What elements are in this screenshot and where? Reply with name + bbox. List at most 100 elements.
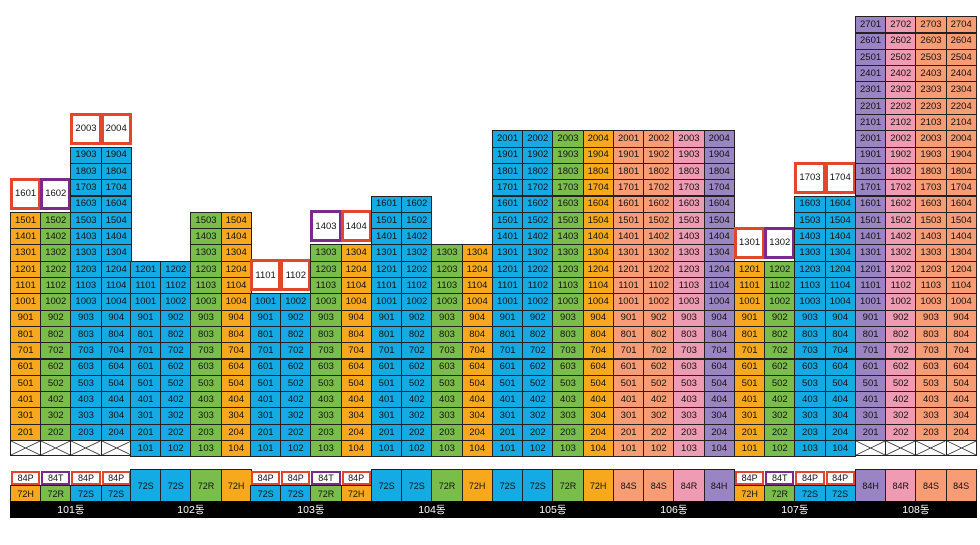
unit-cell: 604: [100, 358, 132, 376]
unit-cell: 2504: [945, 48, 977, 67]
unit-cell: 102: [764, 440, 796, 458]
unit-cell: 1302: [40, 244, 72, 262]
unit-cell: 703: [552, 342, 584, 360]
unit-cell: 1704: [945, 179, 977, 197]
piloti-cell: [885, 440, 917, 456]
unit-cell: 403: [431, 391, 463, 409]
unit-cell: 302: [401, 407, 433, 425]
unit-cell: 201: [855, 423, 887, 441]
unit-cell: 1303: [552, 244, 584, 262]
unit-type-bottom: 84S: [945, 469, 977, 502]
unit-cell: 102: [401, 440, 433, 458]
unit-cell: 1104: [582, 277, 614, 295]
unit-cell: 2602: [885, 32, 917, 50]
penthouse-unit: 1301: [734, 226, 766, 259]
unit-cell: 1902: [643, 146, 675, 164]
unit-cell: 503: [673, 374, 705, 393]
unit-cell: 504: [824, 374, 856, 393]
unit-cell: 402: [764, 391, 796, 409]
unit-cell: 901: [130, 309, 162, 327]
unit-cell: 603: [915, 358, 947, 376]
unit-cell: 1003: [70, 293, 102, 311]
unit-cell: 604: [582, 358, 614, 376]
unit-cell: 203: [794, 423, 826, 441]
unit-cell: 1603: [915, 195, 947, 213]
unit-cell: 1403: [673, 228, 705, 246]
unit-cell: 502: [764, 374, 796, 393]
unit-cell: 1304: [824, 244, 856, 262]
unit-cell: 1202: [885, 260, 917, 278]
unit-cell: 1403: [794, 228, 826, 246]
unit-cell: 1204: [340, 260, 372, 278]
unit-cell: 1003: [794, 293, 826, 311]
unit-cell: 2003: [552, 130, 584, 148]
unit-cell: 501: [250, 374, 282, 393]
unit-type-top: 84P: [341, 471, 371, 485]
unit-cell: 1302: [401, 244, 433, 262]
building-name: 103동: [250, 501, 372, 518]
unit-cell: 502: [160, 374, 192, 393]
unit-cell: 404: [703, 391, 735, 409]
unit-cell: 202: [40, 423, 72, 441]
unit-cell: 303: [190, 407, 222, 425]
building-name: 108동: [855, 501, 977, 518]
unit-cell: 204: [824, 423, 856, 441]
penthouse-unit: 2003: [70, 112, 102, 145]
unit-cell: 302: [764, 407, 796, 425]
unit-cell: 1604: [945, 195, 977, 213]
unit-cell: 401: [855, 391, 887, 409]
unit-cell: 302: [522, 407, 554, 425]
unit-cell: 101: [613, 440, 645, 458]
unit-type-bottom: 72H: [582, 469, 614, 502]
unit-cell: 502: [643, 374, 675, 393]
unit-cell: 1501: [371, 211, 403, 230]
unit-cell: 304: [461, 407, 493, 425]
unit-cell: 1603: [552, 195, 584, 213]
unit-cell: 802: [885, 325, 917, 344]
unit-cell: 1604: [100, 195, 132, 213]
unit-cell: 901: [250, 309, 282, 327]
unit-cell: 1702: [643, 179, 675, 197]
unit-cell: 704: [824, 342, 856, 360]
unit-cell: 301: [371, 407, 403, 425]
unit-cell: 2203: [915, 97, 947, 115]
unit-cell: 2002: [885, 130, 917, 148]
unit-cell: 402: [401, 391, 433, 409]
unit-type-bottom: 72R: [310, 485, 342, 502]
unit-type-bottom: 72S: [130, 469, 162, 502]
unit-cell: 704: [100, 342, 132, 360]
unit-cell: 603: [552, 358, 584, 376]
unit-cell: 501: [734, 374, 766, 393]
unit-cell: 604: [461, 358, 493, 376]
unit-cell: 1102: [643, 277, 675, 295]
unit-type-bottom: 72H: [10, 485, 42, 502]
unit-cell: 804: [945, 325, 977, 344]
unit-cell: 902: [885, 309, 917, 327]
unit-cell: 103: [431, 440, 463, 458]
unit-cell: 1103: [915, 277, 947, 295]
unit-cell: 604: [824, 358, 856, 376]
unit-cell: 1103: [794, 277, 826, 295]
unit-cell: 503: [915, 374, 947, 393]
unit-cell: 2004: [945, 130, 977, 148]
unit-cell: 1003: [431, 293, 463, 311]
unit-cell: 901: [613, 309, 645, 327]
unit-cell: 203: [431, 423, 463, 441]
unit-cell: 2201: [855, 97, 887, 115]
unit-cell: 601: [130, 358, 162, 376]
unit-cell: 1001: [371, 293, 403, 311]
unit-cell: 1801: [613, 162, 645, 181]
unit-cell: 304: [340, 407, 372, 425]
unit-cell: 1202: [764, 260, 796, 278]
unit-cell: 1602: [522, 195, 554, 213]
unit-cell: 1404: [945, 228, 977, 246]
unit-cell: 2403: [915, 65, 947, 83]
unit-cell: 1304: [945, 244, 977, 262]
unit-cell: 1802: [885, 162, 917, 181]
unit-cell: 104: [582, 440, 614, 458]
unit-cell: 902: [40, 309, 72, 327]
unit-cell: 603: [70, 358, 102, 376]
unit-cell: 202: [401, 423, 433, 441]
unit-cell: 1702: [885, 179, 917, 197]
unit-cell: 1604: [582, 195, 614, 213]
